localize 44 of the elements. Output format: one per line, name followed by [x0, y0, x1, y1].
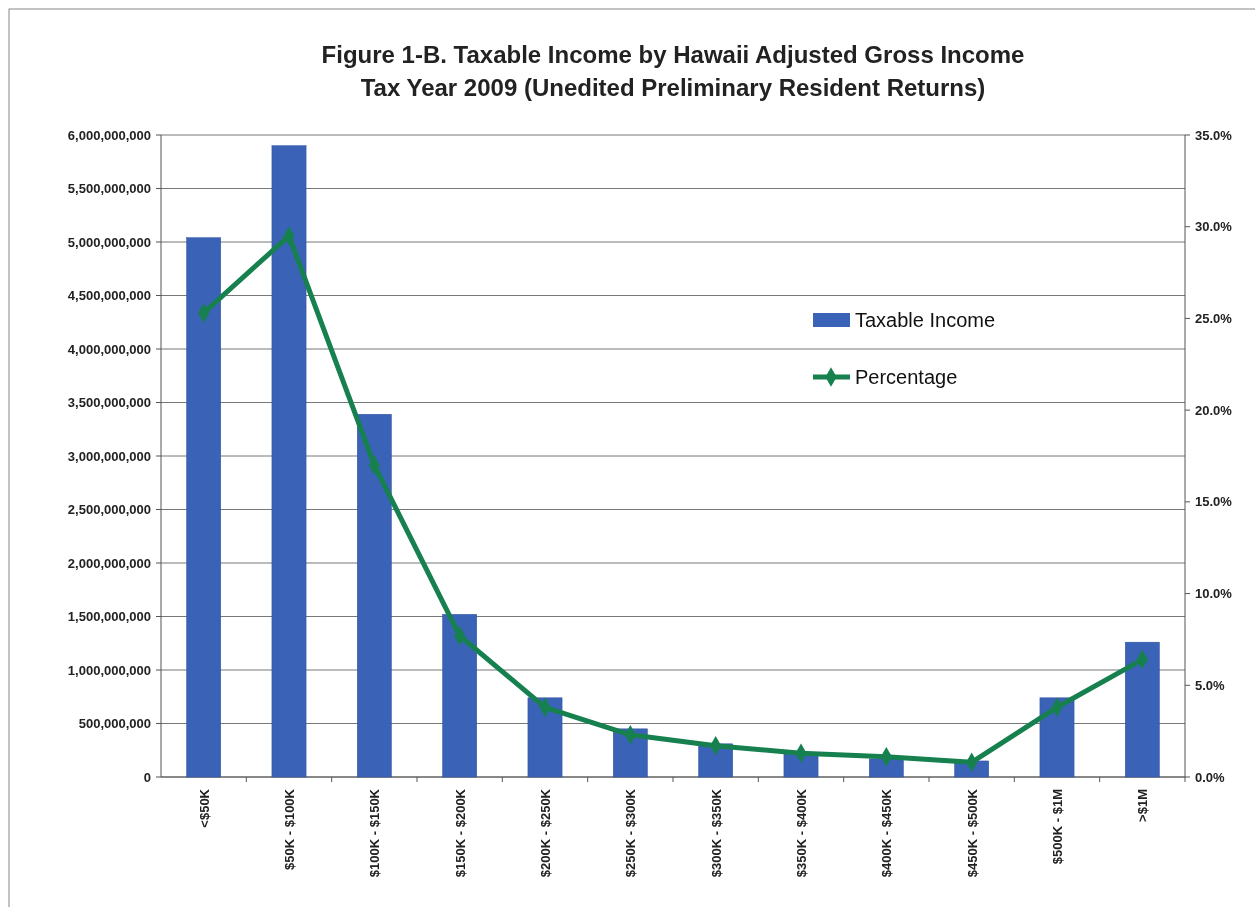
y-tick-label: 3,000,000,000	[67, 448, 151, 464]
y2-tick-label: 15.0%	[1195, 494, 1233, 510]
y-tick-label: 2,000,000,000	[67, 555, 151, 571]
bar	[1125, 641, 1160, 778]
bar	[442, 614, 477, 778]
y2-tick-label: 0.0%	[1195, 769, 1226, 785]
y-tick-label: 6,000,000,000	[67, 127, 151, 143]
y-tick-label: 500,000,000	[78, 716, 151, 732]
y2-tick-label: 20.0%	[1195, 402, 1233, 418]
y-tick-label: 5,000,000,000	[67, 234, 151, 250]
y2-tick-label: 10.0%	[1195, 586, 1233, 602]
x-tick-label: $450K - $500K	[964, 788, 980, 878]
x-tick-label: <$50K	[196, 788, 212, 828]
x-tick-label: $250K - $300K	[623, 788, 639, 878]
x-tick-label: $150K - $200K	[452, 788, 468, 878]
bar	[1039, 697, 1075, 778]
y-tick-label: 4,500,000,000	[67, 288, 151, 304]
x-tick-label: $400K - $450K	[879, 788, 895, 878]
legend-label: Percentage	[855, 366, 958, 388]
legend-label: Taxable Income	[855, 309, 996, 331]
bar	[357, 414, 392, 778]
y-tick-label: 2,500,000,000	[67, 502, 151, 518]
y-tick-label: 3,500,000,000	[67, 395, 151, 411]
y2-tick-label: 30.0%	[1195, 219, 1233, 235]
bar	[271, 145, 307, 778]
x-tick-label: >$1M	[1135, 789, 1151, 822]
x-tick-label: $350K - $400K	[794, 788, 809, 878]
y-tick-label: 1,500,000,000	[67, 609, 151, 625]
y2-tick-label: 25.0%	[1195, 310, 1233, 326]
x-tick-label: $300K - $350K	[708, 788, 724, 878]
y-tick-label: 1,000,000,000	[67, 662, 151, 678]
y-tick-label: 4,000,000,000	[67, 341, 151, 357]
y2-tick-label: 35.0%	[1195, 127, 1233, 143]
chart-title: Figure 1-B. Taxable Income by Hawaii Adjusted Gross Income Tax Year 2009 (Unedited Preliminary Resident Returns)	[321, 41, 1025, 101]
y-tick-label: 5,500,000,000	[67, 181, 151, 197]
bar	[527, 697, 563, 778]
bar	[869, 758, 904, 778]
y2-tick-label: 5.0%	[1195, 677, 1226, 693]
x-tick-label: $500K - $1M	[1050, 789, 1065, 865]
x-tick-label: $50K - $100K	[282, 788, 297, 870]
y-tick-label: 0	[143, 769, 151, 785]
x-tick-label: $200K - $250K	[538, 788, 553, 878]
x-tick-label: $100K - $150K	[367, 788, 383, 878]
bar	[186, 237, 221, 778]
